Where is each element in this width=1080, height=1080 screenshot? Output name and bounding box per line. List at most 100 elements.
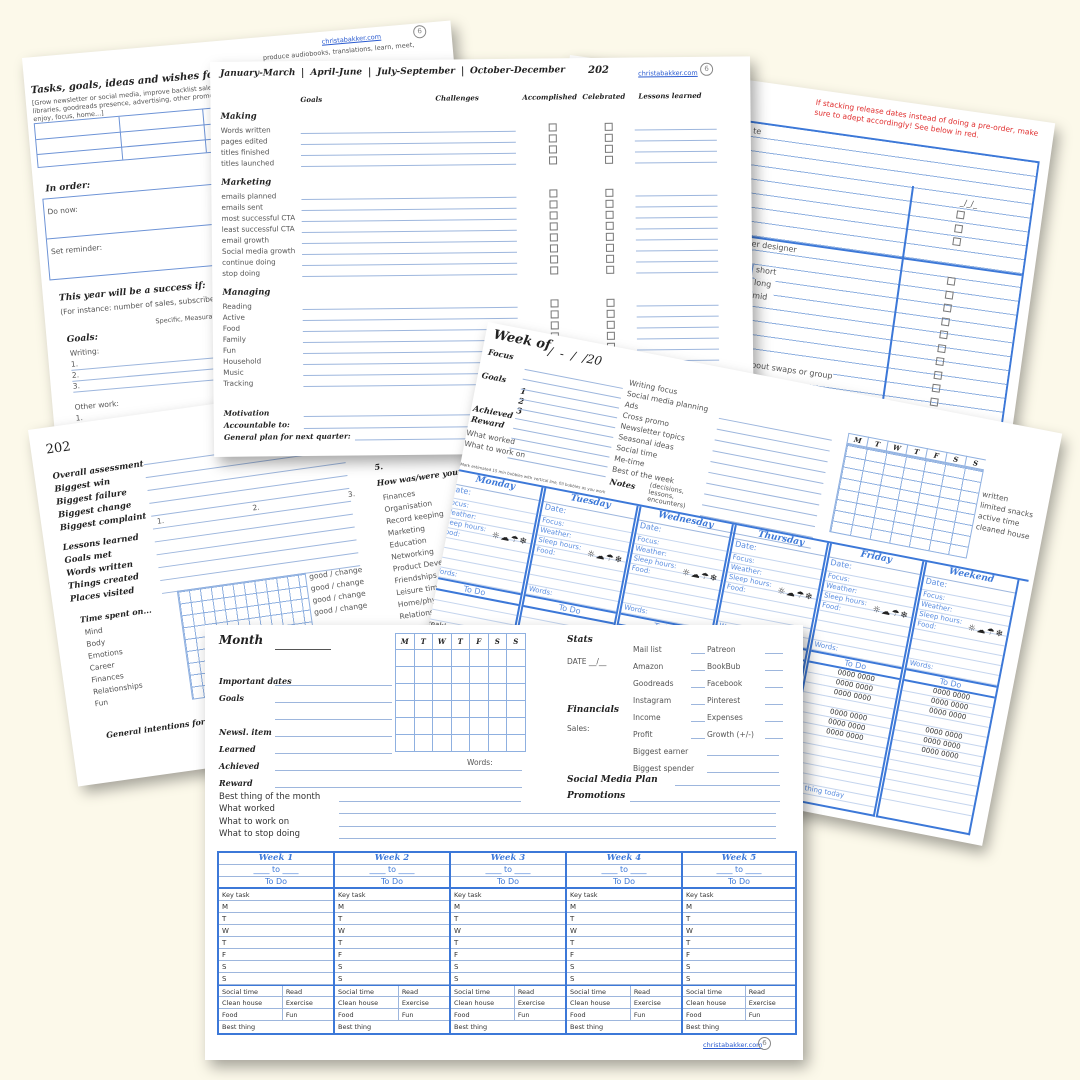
checkbox-icon[interactable] [952, 237, 962, 247]
pair-right[interactable]: Exercise [748, 999, 776, 1007]
pair-right[interactable]: Fun [401, 1011, 414, 1019]
week-row[interactable]: F [567, 949, 681, 961]
accomplished-checkbox[interactable] [550, 299, 559, 308]
week-row[interactable]: M [683, 901, 795, 913]
calendar-cell[interactable] [450, 649, 470, 667]
accomplished-checkbox[interactable] [550, 266, 559, 275]
calendar-cell[interactable] [395, 649, 415, 667]
pair-left[interactable]: Food [567, 1009, 631, 1020]
week-row[interactable]: M [219, 901, 333, 913]
week-row[interactable]: S [567, 961, 681, 973]
celebrated-checkbox[interactable] [605, 155, 614, 164]
pair-left[interactable]: Clean house [219, 997, 283, 1008]
stat-line[interactable] [765, 661, 783, 671]
lessons-line[interactable] [634, 141, 717, 153]
lessons-line[interactable] [636, 262, 719, 274]
accomplished-checkbox[interactable] [549, 189, 558, 198]
stat-line[interactable] [691, 695, 705, 705]
calendar-cell[interactable] [506, 649, 526, 667]
lessons-line[interactable] [635, 229, 718, 241]
celebrated-checkbox[interactable] [606, 331, 615, 340]
accomplished-checkbox[interactable] [550, 310, 559, 319]
field-line[interactable] [275, 691, 392, 703]
pair-right[interactable]: Exercise [401, 999, 429, 1007]
accomplished-checkbox[interactable] [549, 156, 558, 165]
accomplished-checkbox[interactable] [548, 123, 557, 132]
week-range[interactable]: ____ to ____ [683, 865, 795, 877]
celebrated-checkbox[interactable] [604, 122, 613, 131]
week-row[interactable]: M [451, 901, 565, 913]
stat-line[interactable] [707, 746, 779, 756]
checkbox-icon[interactable] [956, 210, 966, 220]
pair-left[interactable]: Social time [683, 986, 746, 996]
accomplished-checkbox[interactable] [550, 321, 559, 330]
accomplished-checkbox[interactable] [548, 134, 557, 143]
checkbox-icon[interactable] [944, 290, 954, 300]
checkbox-icon[interactable] [942, 303, 952, 313]
stat-line[interactable] [765, 729, 783, 739]
field-line[interactable] [275, 725, 392, 737]
reflection-line[interactable] [339, 818, 776, 827]
accomplished-checkbox[interactable] [549, 244, 559, 253]
checkbox-icon[interactable] [946, 276, 956, 286]
pair-right[interactable]: Read [633, 988, 651, 996]
pair-right[interactable]: Exercise [633, 999, 661, 1007]
week-row[interactable]: S [683, 961, 795, 973]
checkbox-icon[interactable] [939, 330, 949, 340]
week-row[interactable]: T [567, 913, 681, 925]
lessons-line[interactable] [636, 306, 719, 318]
quarter-tab[interactable]: April-June [302, 67, 370, 79]
stat-line[interactable] [765, 644, 783, 654]
week-row[interactable]: W [451, 925, 565, 937]
lessons-line[interactable] [636, 317, 719, 329]
calendar-cell[interactable] [432, 649, 452, 667]
week-row[interactable]: T [451, 913, 565, 925]
stat-line[interactable] [691, 644, 705, 654]
pair-right[interactable]: Read [748, 988, 766, 996]
week-row[interactable]: Key task [335, 889, 449, 901]
celebrated-checkbox[interactable] [605, 243, 615, 252]
pair-left[interactable]: Social time [567, 986, 631, 996]
calendar-cell[interactable] [469, 649, 489, 667]
accomplished-checkbox[interactable] [549, 233, 558, 242]
goals-line[interactable] [301, 154, 517, 168]
pair-right[interactable]: Fun [633, 1011, 646, 1019]
week-row[interactable]: S [567, 973, 681, 985]
week-row[interactable]: Key task [567, 889, 681, 901]
week-row[interactable]: Key task [451, 889, 565, 901]
celebrated-checkbox[interactable] [605, 210, 614, 219]
pair-right[interactable]: Exercise [285, 999, 313, 1007]
month-line[interactable] [275, 649, 331, 650]
pair-right[interactable]: Fun [285, 1011, 298, 1019]
week-row[interactable]: F [335, 949, 449, 961]
calendar-cell[interactable] [487, 649, 507, 667]
brand-link[interactable]: christabakker.com [638, 68, 698, 78]
lessons-line[interactable] [635, 207, 718, 219]
week-row[interactable]: S [451, 973, 565, 985]
week-row[interactable]: Key task [219, 889, 333, 901]
pair-right[interactable]: Fun [517, 1011, 530, 1019]
best-thing-row[interactable]: Best thing [454, 1023, 488, 1031]
week-row[interactable]: F [451, 949, 565, 961]
accomplished-checkbox[interactable] [550, 255, 559, 264]
celebrated-checkbox[interactable] [605, 221, 614, 230]
week-row[interactable]: W [219, 925, 333, 937]
week-row[interactable]: S [683, 973, 795, 985]
pair-left[interactable]: Clean house [683, 997, 746, 1008]
celebrated-checkbox[interactable] [606, 320, 615, 329]
celebrated-checkbox[interactable] [605, 232, 614, 241]
week-row[interactable]: Key task [683, 889, 795, 901]
goals-line[interactable] [302, 264, 518, 278]
best-thing-row[interactable]: Best thing [338, 1023, 372, 1031]
reflection-line[interactable] [339, 830, 776, 839]
checkbox-icon[interactable] [935, 356, 945, 366]
week-row[interactable]: T [219, 937, 333, 949]
field-line[interactable] [275, 776, 522, 788]
pair-left[interactable]: Clean house [451, 997, 515, 1008]
checkbox-icon[interactable] [931, 383, 941, 393]
reflection-line[interactable] [339, 805, 776, 814]
pair-right[interactable]: Read [517, 988, 535, 996]
week-row[interactable]: S [219, 973, 333, 985]
best-thing-row[interactable]: Best thing [222, 1023, 256, 1031]
stat-line[interactable] [765, 695, 783, 705]
